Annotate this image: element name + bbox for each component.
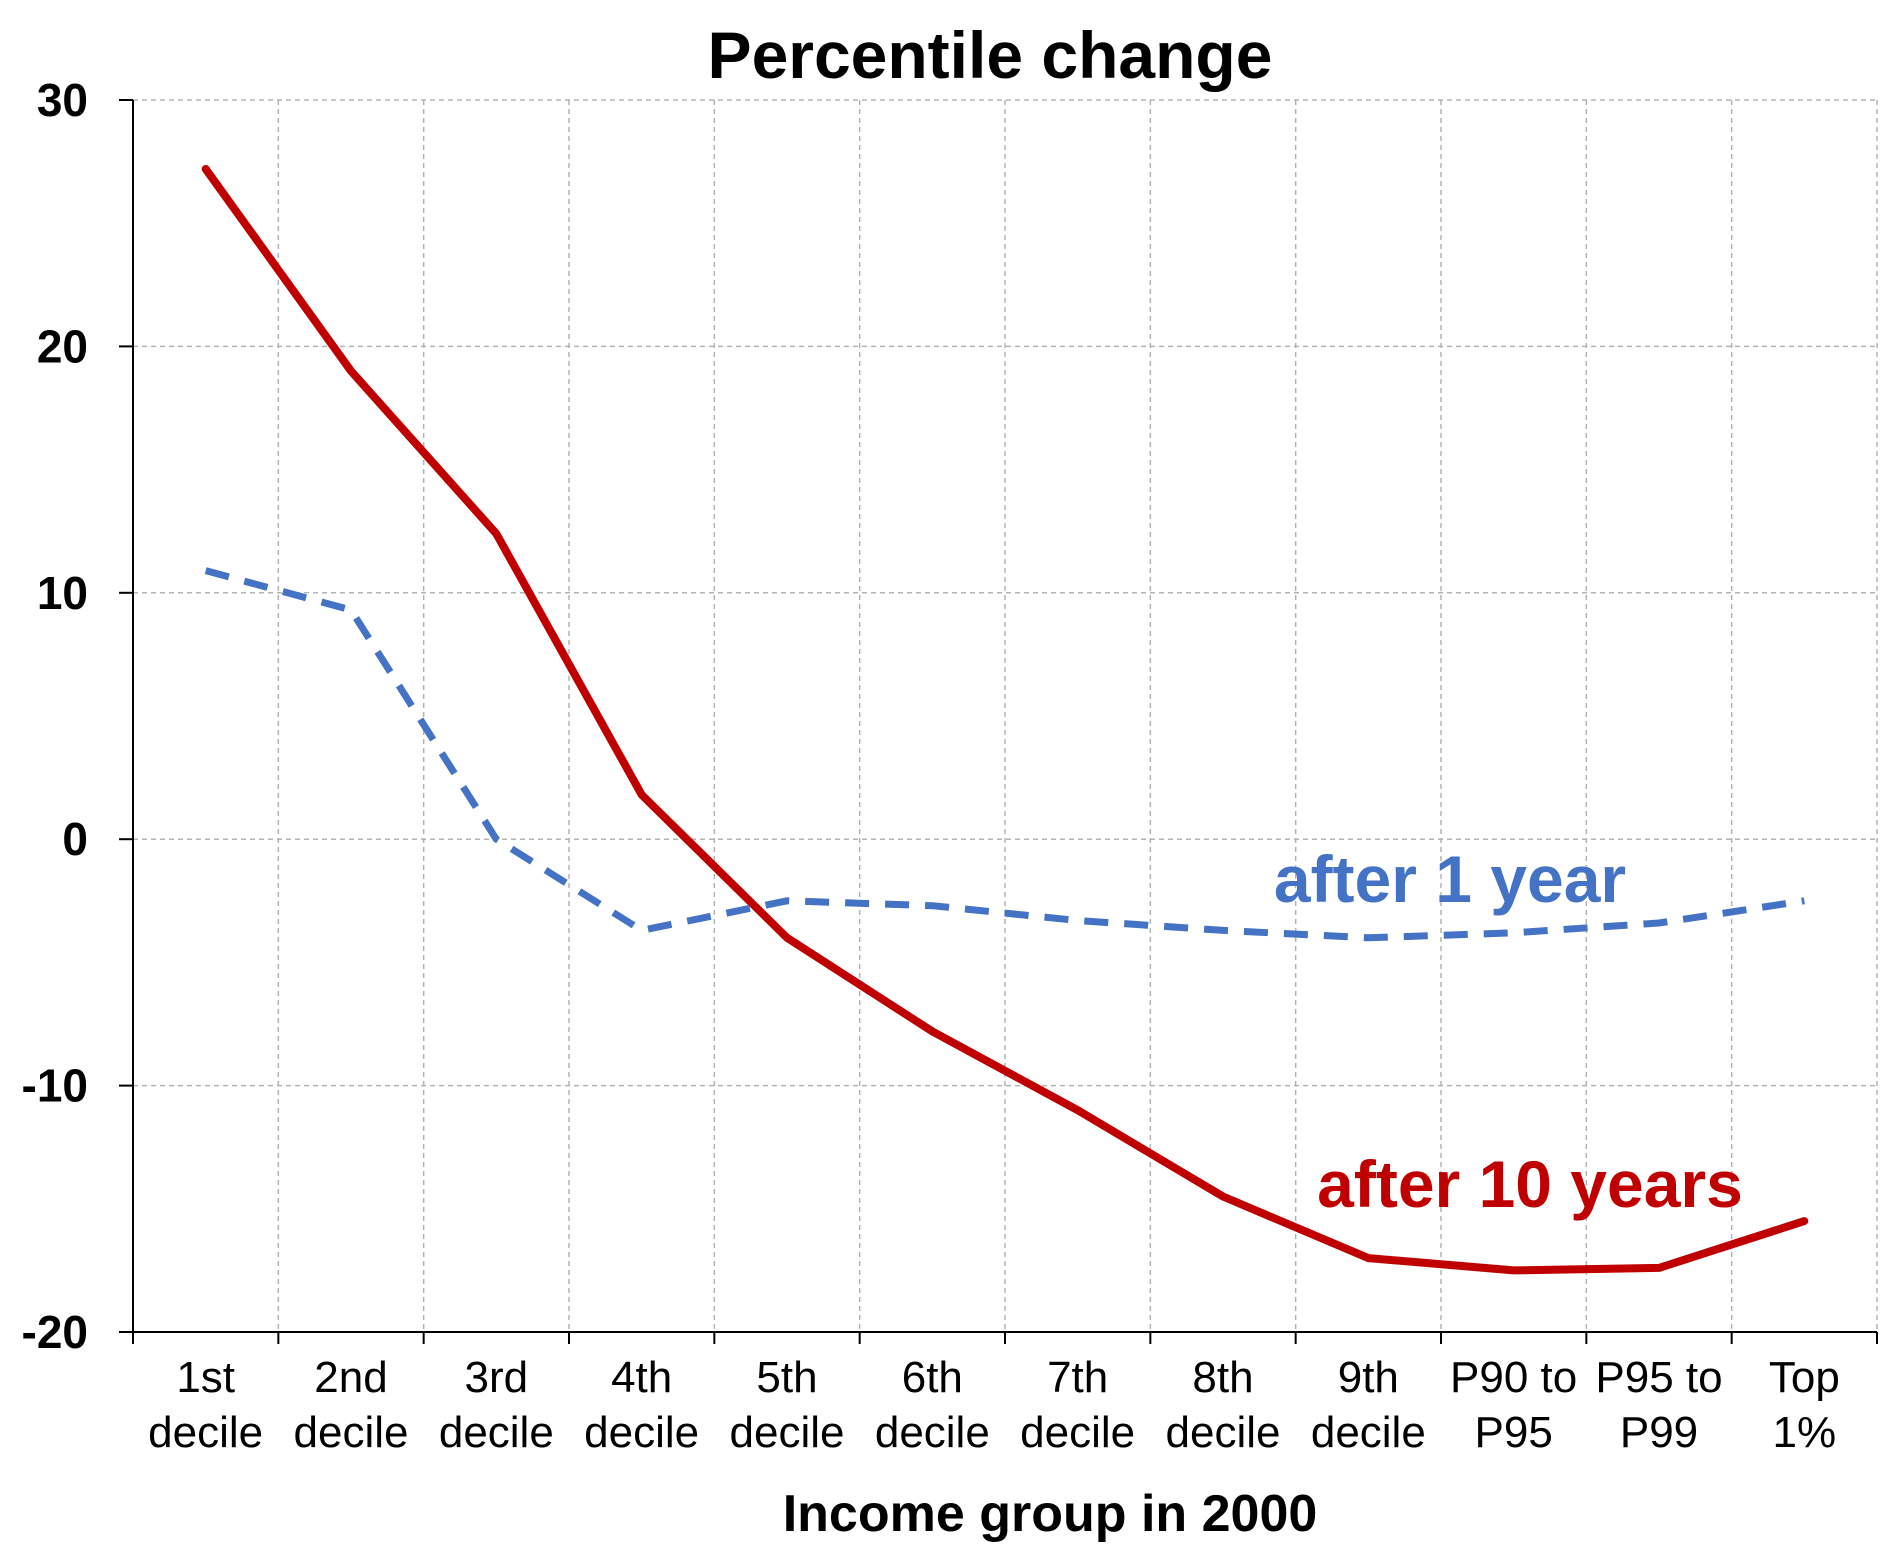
- y-tick-label: -10: [22, 1060, 88, 1112]
- x-tick-label: 7th decile: [1020, 1353, 1135, 1457]
- y-tick-label: 20: [37, 320, 88, 372]
- x-axis-title: Income group in 2000: [783, 1485, 1318, 1543]
- x-tick-label: 1st decile: [148, 1353, 263, 1457]
- y-tick-label: 0: [62, 813, 88, 865]
- series-lines: [201, 165, 1809, 1275]
- x-tick-label: 4th decile: [584, 1353, 699, 1457]
- x-tick-label: P90 to P95: [1450, 1353, 1577, 1457]
- x-tick-label: 2nd decile: [294, 1353, 409, 1457]
- axes: [119, 99, 1878, 1344]
- y-axis-tick-labels: 30 20 10 0 -10 -20: [22, 74, 88, 1358]
- y-tick-label: 30: [37, 74, 88, 126]
- y-tick-label: 10: [37, 567, 88, 619]
- series-line-after-10-years: [201, 165, 1809, 1275]
- gridlines: [133, 99, 1878, 1332]
- x-axis-tick-labels: 1st decile 2nd decile 3rd decile 4th decile 5th d…: [148, 1353, 1840, 1457]
- x-tick-label: P95 to P99: [1595, 1353, 1722, 1457]
- series-label-after-1-year: after 1 year: [1274, 842, 1626, 916]
- x-tick-label: 6th decile: [875, 1353, 990, 1457]
- y-tick-label: -20: [22, 1306, 88, 1358]
- x-tick-label: Top 1%: [1769, 1353, 1840, 1457]
- chart-title: Percentile change: [708, 18, 1273, 92]
- series-line-after-1-year: [204, 567, 1805, 942]
- x-tick-label: 8th decile: [1166, 1353, 1281, 1457]
- x-tick-label: 9th decile: [1311, 1353, 1426, 1457]
- x-tick-label: 3rd decile: [439, 1353, 554, 1457]
- x-tick-label: 5th decile: [730, 1353, 845, 1457]
- series-label-after-10-years: after 10 years: [1317, 1147, 1743, 1221]
